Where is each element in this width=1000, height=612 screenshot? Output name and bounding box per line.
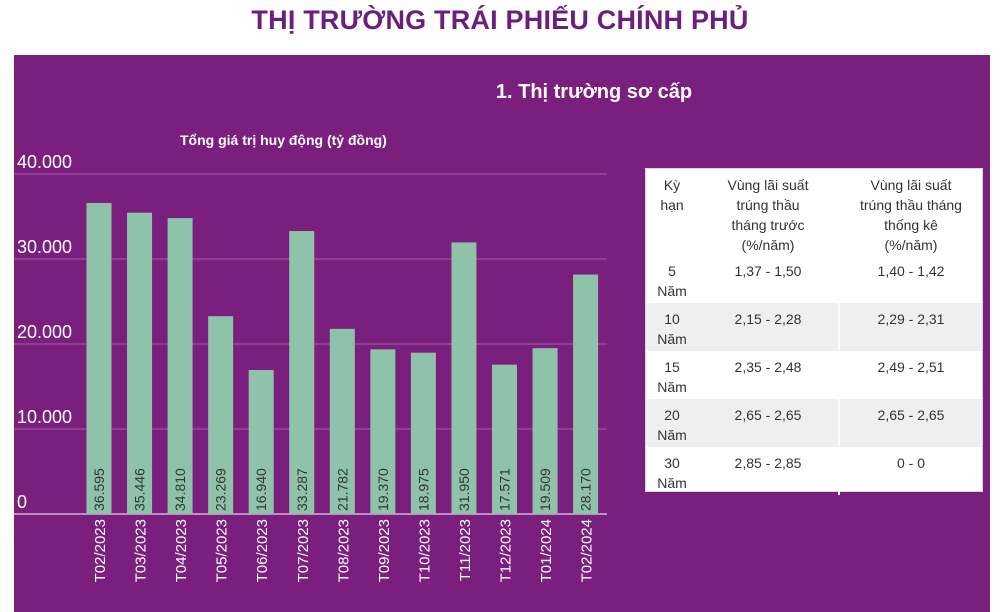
header-previous-month: Vùng lãi suất trúng thầu tháng trước (%/năm… [698, 169, 840, 255]
x-tick-label: T08/2023 [335, 519, 352, 582]
y-tick-label: 40.000 [17, 152, 72, 172]
header-current-month: Vùng lãi suất trúng thầu tháng thống kê (%/… [860, 177, 962, 253]
bar [410, 352, 436, 514]
header-term: Kỳ hạn [660, 177, 684, 213]
bar [329, 328, 355, 514]
previous-month-rate-cell: 1,37 - 1,50 [698, 255, 840, 303]
current-month-rate-cell: 2,65 - 2,65 [839, 399, 982, 447]
bar-value-label: 33.287 [294, 468, 310, 511]
term-cell: 5 Năm [657, 263, 687, 299]
bar-value-label: 23.269 [213, 468, 229, 511]
y-tick-label: 10.000 [17, 407, 72, 427]
y-tick-label: 30.000 [17, 237, 72, 257]
bar [208, 316, 234, 514]
bar [86, 202, 112, 514]
bar-value-label: 34.810 [172, 468, 188, 511]
current-month-rate-cell: 2,29 - 2,31 [839, 303, 982, 351]
section-title: 1. Thị trường sơ cấp [495, 81, 693, 103]
table-row: 30 Năm 2,85 - 2,85 0 - 0 [646, 447, 982, 495]
bar [127, 212, 153, 515]
interest-rate-table: Kỳ hạn Vùng lãi suất trúng thầu tháng trước… [646, 169, 982, 495]
table-row: 15 Năm 2,35 - 2,48 2,49 - 2,51 [646, 351, 982, 399]
bar [167, 218, 193, 515]
current-month-rate-cell: 0 - 0 [896, 455, 925, 471]
previous-month-rate-cell: 2,35 - 2,48 [698, 351, 840, 399]
bar-value-label: 18.975 [415, 468, 431, 511]
table-header-row: Kỳ hạn Vùng lãi suất trúng thầu tháng trước… [646, 169, 982, 255]
x-tick-label: T12/2023 [498, 519, 515, 582]
table-row: 5 Năm 1,37 - 1,50 1,40 - 1,42 [646, 255, 982, 303]
y-tick-label: 0 [17, 492, 27, 512]
table-row: 20 Năm 2,65 - 2,65 2,65 - 2,65 [646, 399, 982, 447]
bar-value-label: 17.571 [497, 468, 513, 511]
bar [289, 231, 315, 515]
current-month-rate-cell: 2,49 - 2,51 [877, 359, 945, 375]
bar-value-label: 28.170 [578, 468, 594, 511]
page-title: THỊ TRƯỜNG TRÁI PHIẾU CHÍNH PHỦ [251, 5, 749, 35]
interest-rate-table-container: Kỳ hạn Vùng lãi suất trúng thầu tháng trước… [645, 168, 983, 495]
x-tick-label: T02/2023 [92, 519, 109, 582]
bar-value-label: 31.950 [456, 468, 472, 511]
primary-market-panel: 1. Thị trường sơ cấp Tổng giá trị huy độ… [14, 55, 990, 612]
y-tick-label: 20.000 [17, 322, 72, 342]
x-tick-label: T03/2023 [133, 519, 150, 582]
bar [532, 348, 558, 514]
x-tick-label: T07/2023 [295, 519, 312, 582]
chart-title: Tổng giá trị huy động (tỷ đồng) [180, 132, 387, 148]
bar-value-label: 19.370 [375, 468, 391, 511]
x-tick-label: T05/2023 [214, 519, 231, 582]
x-tick-label: T06/2023 [254, 519, 271, 582]
bar-value-label: 16.940 [253, 468, 269, 511]
previous-month-rate-cell: 2,85 - 2,85 [698, 447, 840, 495]
x-tick-label: T10/2023 [416, 519, 433, 582]
bar [573, 274, 599, 514]
previous-month-rate-cell: 2,65 - 2,65 [698, 399, 840, 447]
bar [492, 364, 517, 514]
x-tick-label: T04/2023 [173, 519, 190, 582]
current-month-rate-cell: 1,40 - 1,42 [877, 263, 945, 279]
bar [370, 349, 396, 514]
bar-value-label: 21.782 [334, 468, 350, 511]
x-tick-label: T02/2024 [579, 519, 596, 582]
x-tick-label: T09/2023 [376, 519, 393, 582]
bar-chart: 0 10.000 20.000 30.000 40.000 36.595 T02/2023 3… [14, 152, 607, 582]
term-cell: 10 Năm [646, 303, 698, 351]
term-cell: 15 Năm [657, 359, 687, 395]
bar [248, 370, 274, 514]
bar [451, 242, 477, 515]
table-row: 10 Năm 2,15 - 2,28 2,29 - 2,31 [646, 303, 982, 351]
bar-value-label: 19.509 [537, 468, 553, 511]
term-cell: 20 Năm [646, 399, 698, 447]
x-tick-label: T11/2023 [457, 519, 474, 581]
bar-value-label: 35.446 [132, 468, 148, 511]
previous-month-rate-cell: 2,15 - 2,28 [698, 303, 840, 351]
x-tick-label: T01/2024 [538, 519, 555, 582]
bar-value-label: 36.595 [91, 468, 107, 511]
term-cell: 30 Năm [657, 455, 687, 491]
